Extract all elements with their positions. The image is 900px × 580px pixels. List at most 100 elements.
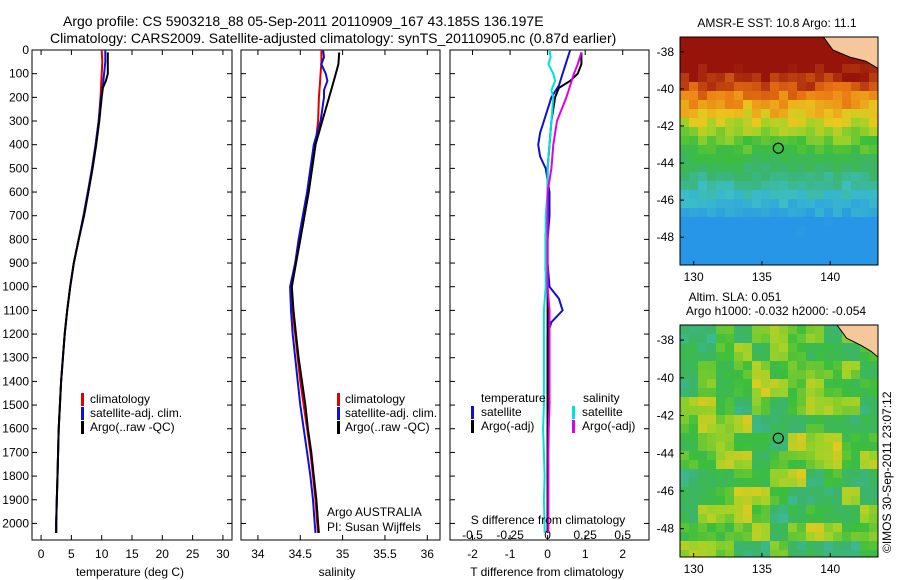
heatmap-cell [707, 370, 717, 380]
heatmap-cell [743, 460, 753, 470]
heatmap-cell [752, 91, 762, 101]
y-tick-label: -40 [657, 82, 675, 96]
heatmap-cell [761, 460, 771, 470]
heatmap-cell [725, 469, 735, 479]
heatmap-cell [851, 361, 861, 371]
heatmap-cell [743, 325, 753, 335]
heatmap-cell [770, 145, 780, 155]
heatmap-cell [680, 217, 690, 227]
heatmap-cell [734, 433, 744, 443]
heatmap-cell [743, 442, 753, 452]
heatmap-cell [824, 154, 834, 164]
heatmap-cell [860, 82, 870, 92]
heatmap-cell [698, 217, 708, 227]
y-tick-label: -38 [657, 333, 675, 347]
heatmap-cell [725, 172, 735, 182]
x-tick-label: 10 [95, 547, 109, 561]
argo-location-marker [772, 432, 784, 444]
heatmap-cell [770, 262, 780, 265]
heatmap-cell [860, 397, 870, 407]
heatmap-cell [797, 127, 807, 137]
heatmap-cell [779, 262, 789, 265]
heatmap-cell [770, 550, 780, 557]
heatmap-cell [734, 460, 744, 470]
heatmap-cell [707, 451, 717, 461]
heatmap-cell [752, 235, 762, 245]
heatmap-cell [680, 100, 690, 110]
heatmap-cell [860, 118, 870, 128]
heatmap-cell [815, 100, 825, 110]
heatmap-cell [734, 172, 744, 182]
heatmap-cell [770, 514, 780, 524]
heatmap-cell [824, 190, 834, 200]
heatmap-cell [851, 73, 861, 83]
heatmap-cell [869, 64, 878, 74]
heatmap-cell [698, 109, 708, 119]
heatmap-cell [761, 352, 771, 362]
heatmap-cell [689, 172, 699, 182]
heatmap-cell [770, 505, 780, 515]
heatmap-cell [698, 523, 708, 533]
difference-lines [537, 49, 583, 533]
heatmap-cell [779, 505, 789, 515]
heatmap-cell [707, 478, 717, 488]
heatmap-cell [761, 217, 771, 227]
heatmap-cell [842, 190, 852, 200]
temperature-panel: 0 5 10 15 20 25 300100200300400500600700800900… [2, 43, 233, 579]
heatmap-cell [680, 451, 690, 461]
heatmap-cell [797, 118, 807, 128]
heatmap-cell [734, 496, 744, 506]
heatmap-cell [725, 325, 735, 335]
heatmap-cell [797, 451, 807, 461]
heatmap-cell [860, 127, 870, 137]
heatmap-cell [770, 334, 780, 344]
heatmap-cell [788, 127, 798, 137]
heatmap-cell [833, 235, 843, 245]
heatmap-cell [725, 406, 735, 416]
heatmap-cell [815, 487, 825, 497]
heatmap-cell [869, 433, 878, 443]
heatmap-cell [716, 199, 726, 209]
heatmap-cell [779, 478, 789, 488]
heatmap-cell [770, 352, 780, 362]
s-tick-label: 0.25 [573, 528, 597, 542]
heatmap-cell [770, 136, 780, 146]
heatmap-cell [707, 496, 717, 506]
legend-swatch-s-satellite [572, 406, 575, 419]
heatmap-cell [707, 118, 717, 128]
heatmap-cell [824, 343, 834, 353]
heatmap-cell [824, 505, 834, 515]
heatmap-cell [698, 82, 708, 92]
heatmap-cell [788, 109, 798, 119]
heatmap-cell [842, 91, 852, 101]
heatmap-cell [725, 496, 735, 506]
heatmap-cell [734, 505, 744, 515]
heatmap-cell [707, 199, 717, 209]
heatmap-cell [842, 388, 852, 398]
heatmap-cell [824, 127, 834, 137]
heatmap-cell [860, 154, 870, 164]
heatmap-cell [698, 181, 708, 191]
heatmap-cell [833, 487, 843, 497]
heatmap-cell [860, 496, 870, 506]
heatmap-cell [761, 442, 771, 452]
heatmap-cell [833, 136, 843, 146]
heatmap-cell [689, 388, 699, 398]
heatmap-cell [734, 217, 744, 227]
heatmap-cell [716, 352, 726, 362]
heatmap-cell [689, 541, 699, 551]
heatmap-cell [698, 424, 708, 434]
heatmap-cell [743, 478, 753, 488]
heatmap-cell [743, 424, 753, 434]
heatmap-cell [806, 262, 816, 265]
heatmap-cell [680, 136, 690, 146]
x-tick-label: 34 [251, 547, 265, 561]
heatmap-cell [797, 352, 807, 362]
heatmap-cell [815, 91, 825, 101]
heatmap-cell [734, 91, 744, 101]
heatmap-cell [806, 73, 816, 83]
heatmap-cell [806, 181, 816, 191]
heatmap-cell [788, 478, 798, 488]
heatmap-cell [707, 217, 717, 227]
heatmap-cell [824, 172, 834, 182]
